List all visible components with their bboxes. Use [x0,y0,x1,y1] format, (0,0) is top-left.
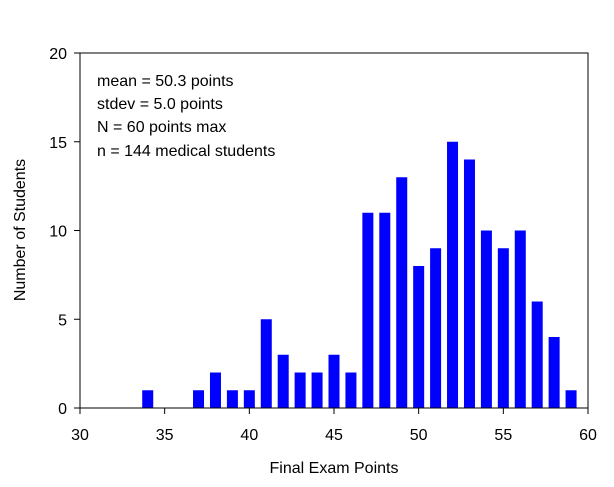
bar-43 [294,372,306,408]
y-tick-label: 10 [49,224,67,241]
y-tick-label: 15 [49,135,67,152]
bar-37 [193,390,205,408]
annotation-stdev: stdev = 5.0 points [97,96,223,113]
stats-annotation: mean = 50.3 points stdev = 5.0 points N … [97,73,275,160]
x-axis-label: Final Exam Points [270,460,399,477]
bar-47 [362,212,374,408]
y-tick-label: 5 [58,312,67,329]
bar-38 [209,372,221,408]
y-axis-label: Number of Students [12,159,29,301]
bar-50 [413,266,425,408]
bar-34 [142,390,154,408]
bars-layer [142,141,577,408]
y-tick-label: 20 [49,46,67,63]
bar-44 [311,372,323,408]
bar-49 [396,177,408,408]
bar-58 [548,337,560,408]
bar-59 [565,390,577,408]
bar-39 [226,390,238,408]
bar-56 [514,230,526,408]
x-tick-label: 40 [240,427,258,444]
x-tick-label: 55 [494,427,512,444]
bar-46 [345,372,357,408]
x-tick-label: 35 [156,427,174,444]
bar-42 [277,354,289,408]
bar-54 [480,230,492,408]
y-tick-label: 0 [58,401,67,418]
annotation-max-points: N = 60 points max [97,119,226,136]
annotation-mean: mean = 50.3 points [97,73,234,90]
annotation-sample-size: n = 144 medical students [97,143,275,160]
x-tick-label: 30 [71,427,89,444]
bar-52 [447,141,459,408]
y-axis-ticks: 0 5 10 15 20 [49,46,80,418]
bar-53 [463,159,475,408]
bar-55 [497,248,509,408]
bar-40 [243,390,255,408]
bar-51 [430,248,442,408]
x-tick-label: 45 [325,427,343,444]
bar-41 [260,319,272,408]
x-axis-ticks: 30 35 40 45 50 55 60 [71,408,597,444]
x-tick-label: 60 [579,427,597,444]
bar-57 [531,301,543,408]
bar-45 [328,354,340,408]
x-tick-label: 50 [410,427,428,444]
bar-48 [379,212,391,408]
